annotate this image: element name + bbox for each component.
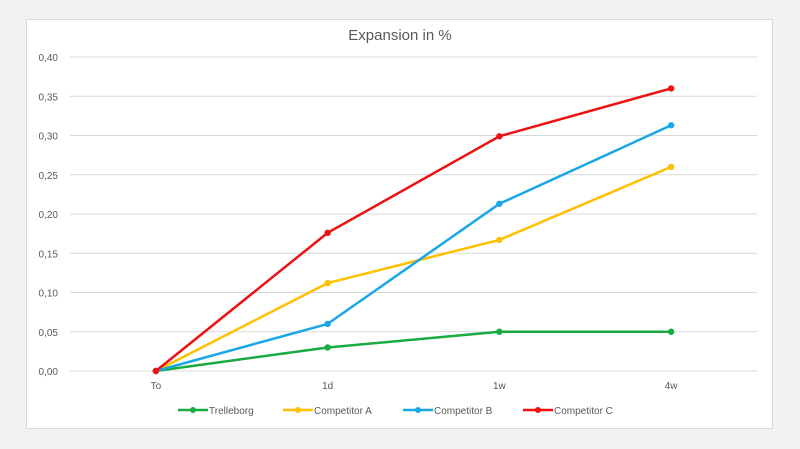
chart-area: [26, 19, 773, 429]
y-tick-label: 0,10: [39, 289, 59, 300]
data-point: [667, 163, 675, 171]
legend: Trelleborg Competitor A Competitor B Compet…: [178, 406, 613, 417]
data-point: [324, 344, 331, 351]
data-point: [324, 279, 331, 287]
series-line-trelleborg: [155, 330, 672, 373]
y-tick-label: 0,05: [39, 328, 59, 339]
y-tick-label: 0,00: [39, 367, 59, 378]
legend-marker-point: [535, 407, 541, 413]
data-point: [324, 229, 331, 237]
series-line-competitor-b: [155, 124, 672, 373]
gridlines: [70, 56, 757, 372]
data-point: [667, 122, 675, 129]
legend-marker-point: [415, 407, 421, 413]
x-axis: To 1d 1w 4w: [151, 381, 679, 392]
y-tick-label: 0,30: [39, 132, 59, 143]
y-tick-label: 0,25: [39, 171, 59, 182]
data-point: [496, 328, 503, 335]
series-line-competitor-a: [155, 165, 672, 373]
data-point: [496, 200, 503, 207]
data-point: [152, 367, 160, 375]
y-axis: 0,00 0,05 0,10 0,15 0,20 0,25 0,30 0,35 0,40: [39, 53, 59, 378]
legend-marker-point: [190, 407, 196, 413]
data-point: [667, 85, 675, 92]
legend-label: Competitor C: [554, 406, 613, 417]
data-point: [496, 236, 503, 244]
y-tick-label: 0,20: [39, 210, 59, 221]
legend-marker-point: [295, 407, 301, 413]
legend-label: Competitor A: [314, 406, 372, 417]
y-tick-label: 0,15: [39, 249, 59, 260]
series-line-competitor-c: [155, 87, 672, 372]
x-tick-label: 1d: [322, 381, 333, 392]
y-tick-label: 0,35: [39, 92, 59, 103]
x-tick-label: To: [151, 381, 162, 392]
x-tick-label: 4w: [665, 381, 679, 392]
data-point: [667, 328, 675, 335]
legend-label: Trelleborg: [209, 406, 254, 417]
data-point: [496, 133, 503, 140]
chart-title: Expansion in %: [348, 27, 451, 44]
x-tick-label: 1w: [493, 381, 507, 392]
series-lines: [152, 85, 675, 375]
data-point: [324, 320, 331, 328]
legend-label: Competitor B: [434, 406, 493, 417]
y-tick-label: 0,40: [39, 53, 59, 64]
